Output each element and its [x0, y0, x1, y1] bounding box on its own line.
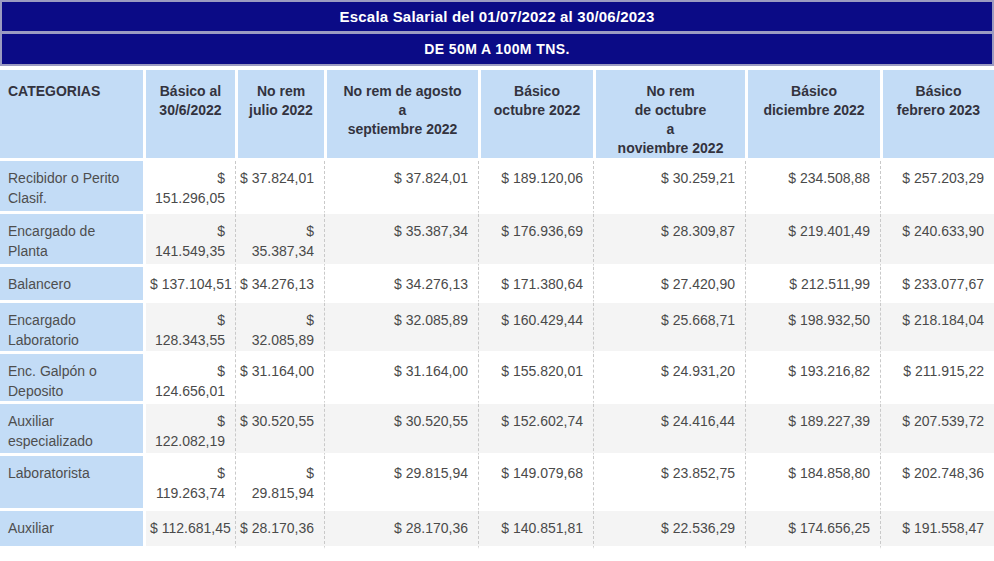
value-cell: $ 24.416,44 — [593, 404, 745, 456]
value-cell: $ 149.079,68 — [478, 456, 593, 511]
value-cell: $ 140.851,81 — [478, 511, 593, 549]
table-row: Recibidor o Perito Clasif. $ 151.296,05 … — [0, 161, 994, 214]
table-row: Auxiliar $ 112.681,45 $ 28.170,36 $ 28.1… — [0, 511, 994, 549]
column-header-basico-febrero: Básico febrero 2023 — [880, 70, 994, 161]
table-row: Encargado Laboratorio $ 128.343,55 $ 32.… — [0, 303, 994, 354]
value-cell: $ 257.203,29 — [880, 161, 994, 214]
value-cell: $ 211.915,22 — [880, 354, 994, 405]
column-header-categorias: CATEGORIAS — [0, 70, 143, 161]
value-cell: $ 219.401,49 — [745, 214, 880, 267]
page-title: Escala Salarial del 01/07/2022 al 30/06/… — [340, 8, 655, 25]
value-cell: $ 124.656,01 — [143, 354, 235, 405]
subtitle-bar: DE 50M A 100M TNS. — [2, 34, 992, 64]
value-cell: $ 152.602,74 — [478, 404, 593, 456]
value-cell: $ 32.085,89 — [324, 303, 478, 354]
value-cell: $ 30.520,55 — [324, 404, 478, 456]
value-cell: $ 25.668,71 — [593, 303, 745, 354]
value-cell: $ 30.259,21 — [593, 161, 745, 214]
value-cell: $ 189.227,39 — [745, 404, 880, 456]
value-cell: $ 37.824,01 — [235, 161, 324, 214]
value-cell: $ 174.656,25 — [745, 511, 880, 549]
table-row: Encargado de Planta $ 141.549,35 $ 35.38… — [0, 214, 994, 267]
value-cell: $ 212.511,99 — [745, 267, 880, 303]
value-cell: $ 176.936,69 — [478, 214, 593, 267]
column-header-no-rem-octubre: No rem de octubre a noviembre 2022 — [593, 70, 745, 161]
column-header-basico-al: Básico al 30/6/2022 — [143, 70, 235, 161]
value-cell: $ 31.164,00 — [235, 354, 324, 405]
value-cell: $ 28.309,87 — [593, 214, 745, 267]
category-cell: Auxiliar — [0, 511, 143, 549]
value-cell: $ 155.820,01 — [478, 354, 593, 405]
value-cell: $ 193.216,82 — [745, 354, 880, 405]
column-header-no-rem-agosto: No rem de agosto a septiembre 2022 — [324, 70, 478, 161]
value-cell: $ 160.429,44 — [478, 303, 593, 354]
column-header-no-rem-julio: No rem julio 2022 — [235, 70, 324, 161]
table-row: Balancero $ 137.104,51 $ 34.276,13 $ 34.… — [0, 267, 994, 303]
title-bars: Escala Salarial del 01/07/2022 al 30/06/… — [0, 0, 994, 66]
value-cell: $ 184.858,80 — [745, 456, 880, 511]
value-cell: $ 137.104,51 — [143, 267, 235, 303]
column-header-basico-octubre: Básico octubre 2022 — [478, 70, 593, 161]
value-cell: $ 34.276,13 — [324, 267, 478, 303]
value-cell: $ 31.164,00 — [324, 354, 478, 405]
title-bar: Escala Salarial del 01/07/2022 al 30/06/… — [2, 2, 992, 34]
value-cell: $ 198.932,50 — [745, 303, 880, 354]
value-cell: $ 207.539,72 — [880, 404, 994, 456]
value-cell: $ 34.276,13 — [235, 267, 324, 303]
value-cell: $ 191.558,47 — [880, 511, 994, 549]
value-cell: $ 22.536,29 — [593, 511, 745, 549]
value-cell: $ 119.263,74 — [143, 456, 235, 511]
value-cell: $ 23.852,75 — [593, 456, 745, 511]
value-cell: $ 37.824,01 — [324, 161, 478, 214]
category-cell: Laboratorista — [0, 456, 143, 511]
page-subtitle: DE 50M A 100M TNS. — [424, 41, 569, 57]
category-cell: Enc. Galpón o Deposito — [0, 354, 143, 405]
category-cell: Balancero — [0, 267, 143, 303]
category-cell: Encargado Laboratorio — [0, 303, 143, 354]
table-row: Auxiliar especializado $ 122.082,19 $ 30… — [0, 404, 994, 456]
value-cell: $ 189.120,06 — [478, 161, 593, 214]
value-cell: $ 122.082,19 — [143, 404, 235, 456]
value-cell: $ 28.170,36 — [324, 511, 478, 549]
value-cell: $ 233.077,67 — [880, 267, 994, 303]
category-cell: Auxiliar especializado — [0, 404, 143, 456]
value-cell: $ 24.931,20 — [593, 354, 745, 405]
column-header-basico-diciembre: Básico diciembre 2022 — [745, 70, 880, 161]
table-row: Enc. Galpón o Deposito $ 124.656,01 $ 31… — [0, 354, 994, 405]
value-cell: $ 151.296,05 — [143, 161, 235, 214]
value-cell: $ 35.387,34 — [235, 214, 324, 267]
value-cell: $ 28.170,36 — [235, 511, 324, 549]
value-cell: $ 171.380,64 — [478, 267, 593, 303]
salary-scale-page: Escala Salarial del 01/07/2022 al 30/06/… — [0, 0, 994, 561]
value-cell: $ 141.549,35 — [143, 214, 235, 267]
value-cell: $ 30.520,55 — [235, 404, 324, 456]
table-row: Laboratorista $ 119.263,74 $ 29.815,94 $… — [0, 456, 994, 511]
value-cell: $ 234.508,88 — [745, 161, 880, 214]
value-cell: $ 240.633,90 — [880, 214, 994, 267]
value-cell: $ 29.815,94 — [235, 456, 324, 511]
value-cell: $ 218.184,04 — [880, 303, 994, 354]
value-cell: $ 35.387,34 — [324, 214, 478, 267]
salary-table: CATEGORIAS Básico al 30/6/2022 No rem ju… — [0, 70, 994, 549]
value-cell: $ 128.343,55 — [143, 303, 235, 354]
category-cell: Recibidor o Perito Clasif. — [0, 161, 143, 214]
value-cell: $ 27.420,90 — [593, 267, 745, 303]
header-row: CATEGORIAS Básico al 30/6/2022 No rem ju… — [0, 70, 994, 161]
category-cell: Encargado de Planta — [0, 214, 143, 267]
value-cell: $ 32.085,89 — [235, 303, 324, 354]
value-cell: $ 202.748,36 — [880, 456, 994, 511]
value-cell: $ 112.681,45 — [143, 511, 235, 549]
value-cell: $ 29.815,94 — [324, 456, 478, 511]
